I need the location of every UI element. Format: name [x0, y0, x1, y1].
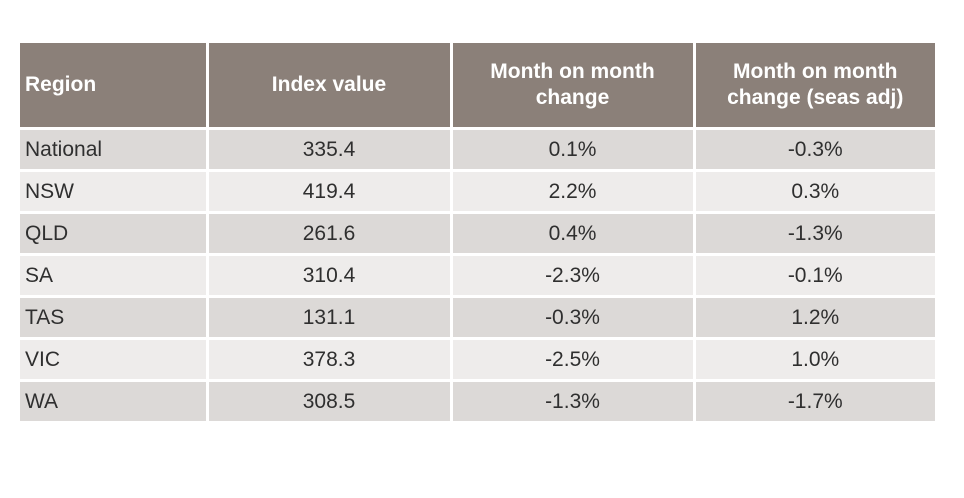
table-row: TAS 131.1 -0.3% 1.2%	[20, 295, 935, 340]
cell-index-value: 378.3	[205, 337, 453, 382]
cell-month-change: 0.4%	[449, 211, 696, 256]
table-row: QLD 261.6 0.4% -1.3%	[20, 211, 935, 256]
cell-month-change-seas-adj: -1.3%	[692, 211, 935, 256]
cell-month-change-seas-adj: -0.1%	[692, 253, 935, 298]
region-index-table: Region Index value Month on month change…	[20, 43, 935, 424]
cell-month-change: 0.1%	[449, 127, 696, 172]
cell-month-change: -2.3%	[449, 253, 696, 298]
cell-month-change-seas-adj: -1.7%	[692, 379, 935, 424]
cell-month-change: 2.2%	[449, 169, 696, 214]
column-header-region: Region	[20, 43, 209, 130]
table-row: SA 310.4 -2.3% -0.1%	[20, 253, 935, 298]
cell-month-change-seas-adj: -0.3%	[692, 127, 935, 172]
table-header-row: Region Index value Month on month change…	[20, 43, 935, 130]
cell-region: VIC	[20, 337, 209, 382]
region-index-table-container: Region Index value Month on month change…	[20, 43, 935, 424]
cell-region: NSW	[20, 169, 209, 214]
cell-region: TAS	[20, 295, 209, 340]
table-row: VIC 378.3 -2.5% 1.0%	[20, 337, 935, 382]
cell-region: SA	[20, 253, 209, 298]
table-row: NSW 419.4 2.2% 0.3%	[20, 169, 935, 214]
cell-index-value: 419.4	[205, 169, 453, 214]
column-header-index-value: Index value	[205, 43, 453, 130]
table-row: WA 308.5 -1.3% -1.7%	[20, 379, 935, 424]
cell-month-change-seas-adj: 0.3%	[692, 169, 935, 214]
cell-region: QLD	[20, 211, 209, 256]
column-header-month-on-month-change-seas-adj: Month on month change (seas adj)	[692, 43, 935, 130]
cell-month-change-seas-adj: 1.2%	[692, 295, 935, 340]
table-row: National 335.4 0.1% -0.3%	[20, 127, 935, 172]
cell-index-value: 308.5	[205, 379, 453, 424]
cell-index-value: 310.4	[205, 253, 453, 298]
cell-month-change: -0.3%	[449, 295, 696, 340]
cell-month-change: -1.3%	[449, 379, 696, 424]
cell-month-change: -2.5%	[449, 337, 696, 382]
cell-region: WA	[20, 379, 209, 424]
cell-index-value: 131.1	[205, 295, 453, 340]
cell-region: National	[20, 127, 209, 172]
cell-month-change-seas-adj: 1.0%	[692, 337, 935, 382]
cell-index-value: 335.4	[205, 127, 453, 172]
column-header-month-on-month-change: Month on month change	[449, 43, 696, 130]
cell-index-value: 261.6	[205, 211, 453, 256]
